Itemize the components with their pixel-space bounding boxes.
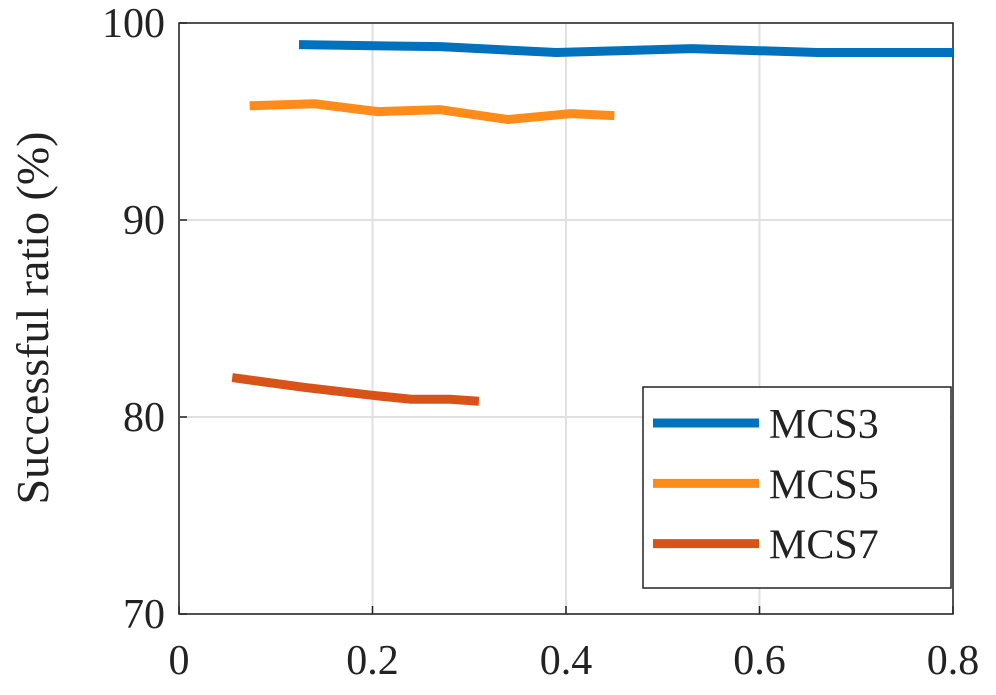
series-line <box>298 40 953 58</box>
x-tick-label: 0.4 <box>540 638 593 684</box>
x-tick-label: 0 <box>169 638 190 684</box>
y-tick-label: 80 <box>123 395 165 441</box>
y-axis-label: Successful ratio (%) <box>7 132 58 505</box>
x-tick-label: 0.6 <box>733 638 786 684</box>
legend-label: MCS7 <box>769 523 879 569</box>
x-tick-label: 0.2 <box>346 638 399 684</box>
series-line <box>249 99 615 125</box>
y-tick-label: 70 <box>123 592 165 638</box>
x-tick-label: 0.8 <box>927 638 980 684</box>
y-tick-label: 90 <box>123 198 165 244</box>
series-line <box>231 373 480 406</box>
plot-frame <box>178 22 954 615</box>
legend-label: MCS3 <box>769 402 879 448</box>
y-tick-label: 100 <box>102 1 165 47</box>
legend-label: MCS5 <box>769 462 879 508</box>
